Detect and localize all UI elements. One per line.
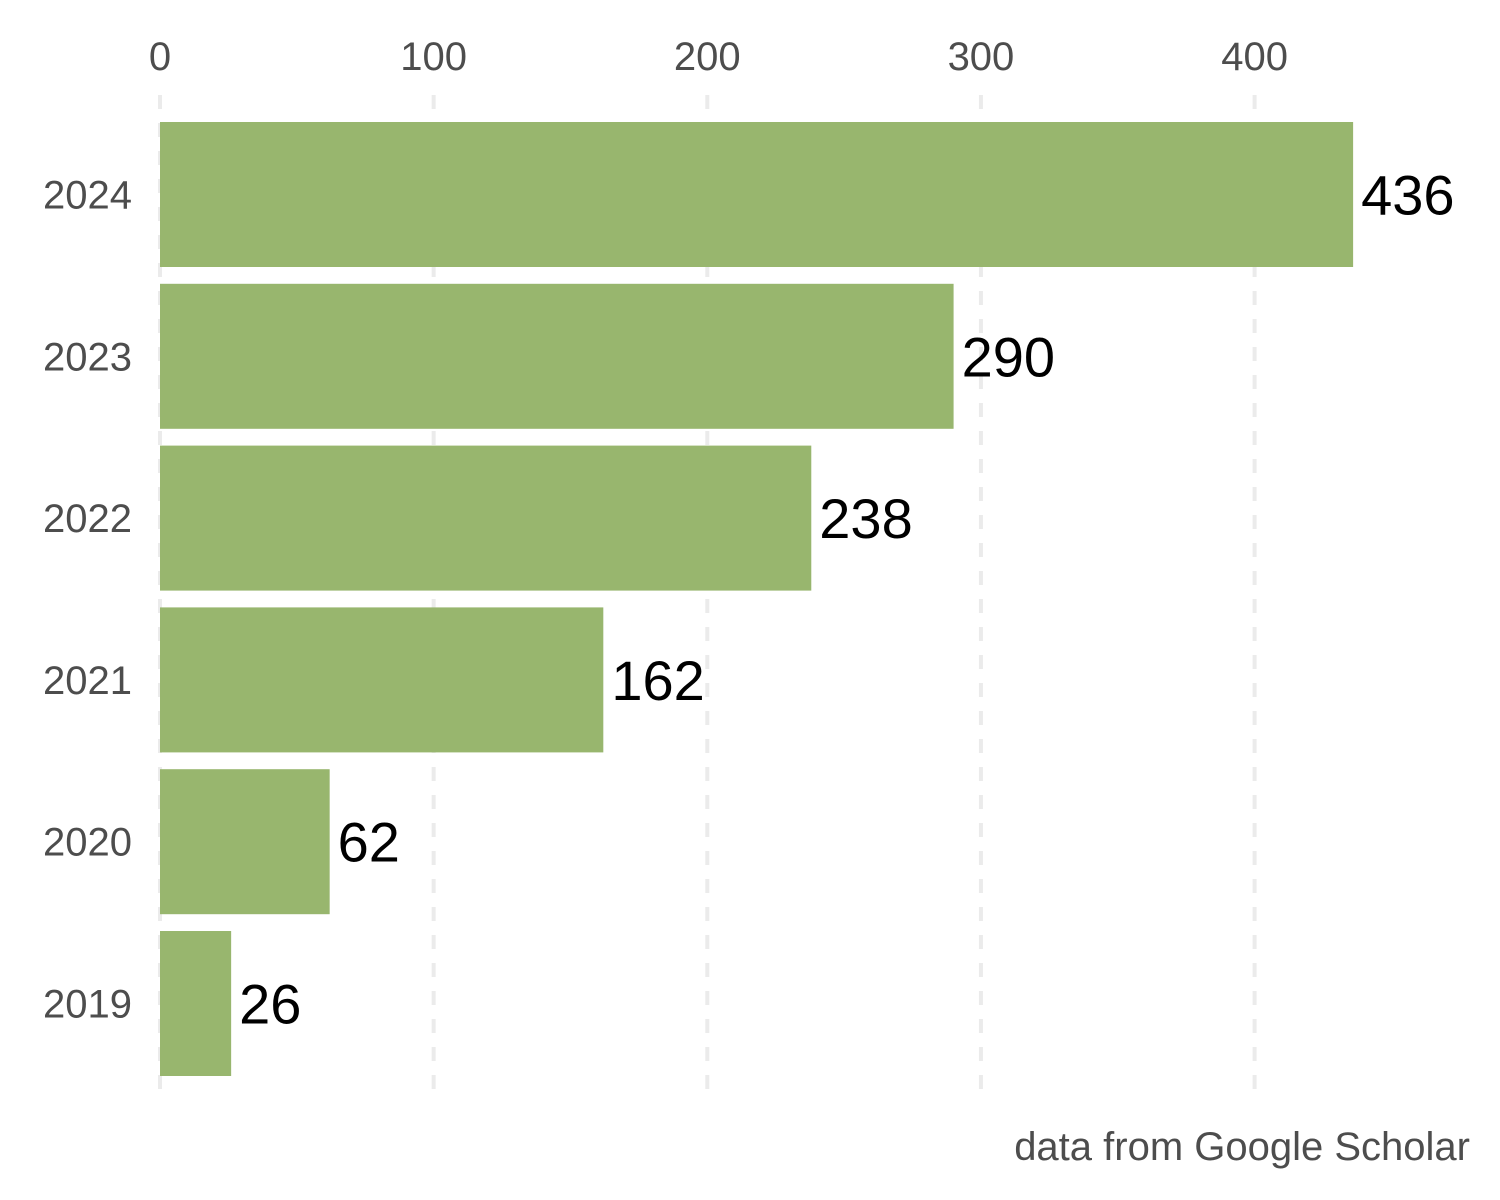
y-tick-label: 2021 (43, 659, 132, 703)
bar-2020 (160, 769, 330, 915)
y-tick-label: 2019 (43, 983, 132, 1027)
data-label-2021: 162 (611, 649, 704, 712)
chart-caption: data from Google Scholar (1014, 1125, 1470, 1169)
x-tick-label: 200 (674, 35, 741, 79)
data-label-2022: 238 (819, 487, 912, 550)
data-label-2024: 436 (1361, 164, 1454, 227)
bar-2023 (160, 283, 954, 429)
y-tick-label: 2024 (43, 174, 132, 218)
y-tick-label: 2020 (43, 821, 132, 865)
data-labels: 436 290 238 162 62 26 (239, 164, 1454, 1036)
y-axis-ticks: 2024 2023 2022 2021 2020 2019 (43, 174, 132, 1027)
bar-2024 (160, 122, 1354, 267)
y-tick-label: 2023 (43, 335, 132, 379)
bar-2021 (160, 607, 604, 753)
x-tick-label: 300 (948, 35, 1015, 79)
y-tick-label: 2022 (43, 497, 132, 541)
bar-2019 (160, 931, 232, 1076)
x-tick-label: 400 (1221, 35, 1288, 79)
bar-2022 (160, 445, 812, 591)
x-tick-label: 0 (149, 35, 171, 79)
data-label-2023: 290 (962, 325, 1055, 388)
x-tick-label: 100 (400, 35, 467, 79)
data-label-2019: 26 (239, 973, 301, 1036)
x-axis-ticks: 0 100 200 300 400 (149, 35, 1288, 79)
bars (160, 122, 1354, 1076)
data-label-2020: 62 (338, 811, 400, 874)
